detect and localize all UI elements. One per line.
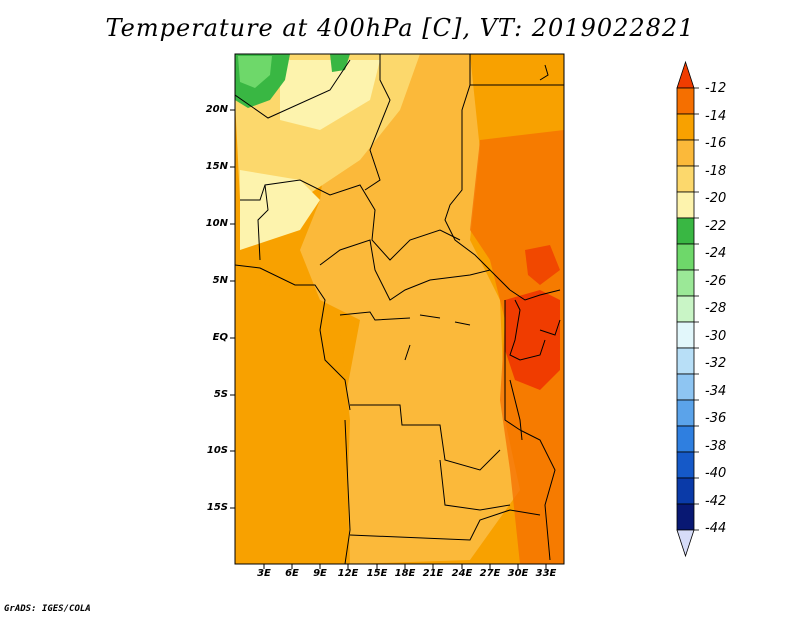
border-lines [235,54,564,564]
colorbar-swatch [676,139,695,167]
colorbar-swatch [676,503,695,531]
lake-victoria [509,299,546,361]
lat-label-5s: 5S [213,389,228,400]
colorbar-label: -22 [705,219,727,234]
lat-label-5n: 5N [212,275,228,286]
lon-label-9e: 9E [313,568,327,579]
border-mozambique [519,429,556,561]
colorbar-swatch [676,451,695,479]
colorbar-swatch [676,477,695,505]
map-fill-layer [235,54,564,564]
colorbar [676,60,699,558]
colorbar-bottom-arrow [676,529,695,558]
colorbar-label: -44 [705,521,727,536]
field-minus22-west [240,170,320,250]
colorbar-swatch [676,113,695,141]
colorbar-swatch [676,347,695,375]
colorbar-swatch [676,373,695,401]
field-minus26-nw [238,56,272,88]
colorbar-label: -36 [705,411,727,426]
colorbar-label: -26 [705,274,727,289]
lon-label-33e: 33E [535,568,557,579]
colorbar-swatch [676,191,695,219]
colorbar-label: -42 [705,494,727,509]
colorbar-label: -34 [705,384,727,399]
lon-label-24e: 24E [451,568,473,579]
lon-label-27e: 27E [479,568,501,579]
colorbar-swatch [676,165,695,193]
field-minus18-center [300,54,520,564]
colorbar-label: -20 [705,191,727,206]
colorbar-swatch [676,87,695,115]
colorbar-top-arrow [676,60,695,89]
colorbar-label: -16 [705,136,727,151]
border-niger-chad [364,54,391,191]
colorbar-swatch [676,399,695,427]
colorbar-label: -14 [705,109,727,124]
border-nigeria [240,179,461,261]
colorbar-label: -38 [705,439,727,454]
lat-ticks [230,109,235,509]
border-zambia [439,459,511,511]
lon-label-6e: 6E [285,568,299,579]
border-cameroon-car [319,239,511,301]
colorbar-label: -28 [705,301,727,316]
map-border [234,53,565,565]
colorbar-swatch [676,321,695,349]
colorbar-swatch [676,295,695,323]
lon-ticks [263,564,547,569]
border-angola-drc [350,404,501,471]
map-title: Temperature at 400hPa [C], VT: 201902282… [105,14,695,42]
coast-red-sea [539,64,549,81]
field-minus22-north [280,60,380,130]
colorbar-swatch [676,269,695,297]
border-gabon [339,311,411,321]
border-angola-west [344,419,351,564]
colorbar-label: -40 [705,466,727,481]
colorbar-label: -30 [705,329,727,344]
lon-label-12e: 12E [337,568,359,579]
border-sudan-uganda [509,289,561,301]
lake-region-east [539,319,561,336]
lat-label-10s: 10S [206,445,228,456]
lat-label-15s: 15S [206,502,228,513]
lat-label-15n: 15N [205,161,228,172]
colorbar-label: -32 [705,356,727,371]
colorbar-label: -18 [705,164,727,179]
lat-label-eq: EQ [212,332,228,343]
lon-label-30e: 30E [507,568,529,579]
lon-label-15e: 15E [366,568,388,579]
field-minus12-north-lakes [525,245,560,285]
coast-west-central [319,329,351,411]
colorbar-label: -12 [705,81,727,96]
colorbar-label: -24 [705,246,727,261]
border-chad-sudan [444,54,491,271]
border-namibia [349,509,541,541]
border-algeria [235,59,351,119]
lat-label-10n: 10N [205,218,228,229]
lake-tanganyika [509,379,523,441]
lon-label-21e: 21E [422,568,444,579]
river-congo [404,314,471,361]
coast-gulf-guinea [235,264,326,331]
lon-label-18e: 18E [394,568,416,579]
colorbar-swatch [676,243,695,271]
field-minus16-west [235,280,350,564]
grads-credit: GrADS: IGES/COLA [4,604,91,614]
border-benin [257,184,269,261]
colorbar-swatch [676,217,695,245]
border-drc-east [504,300,521,431]
lon-label-3e: 3E [257,568,271,579]
lat-label-20n: 20N [205,104,228,115]
colorbar-swatch [676,425,695,453]
